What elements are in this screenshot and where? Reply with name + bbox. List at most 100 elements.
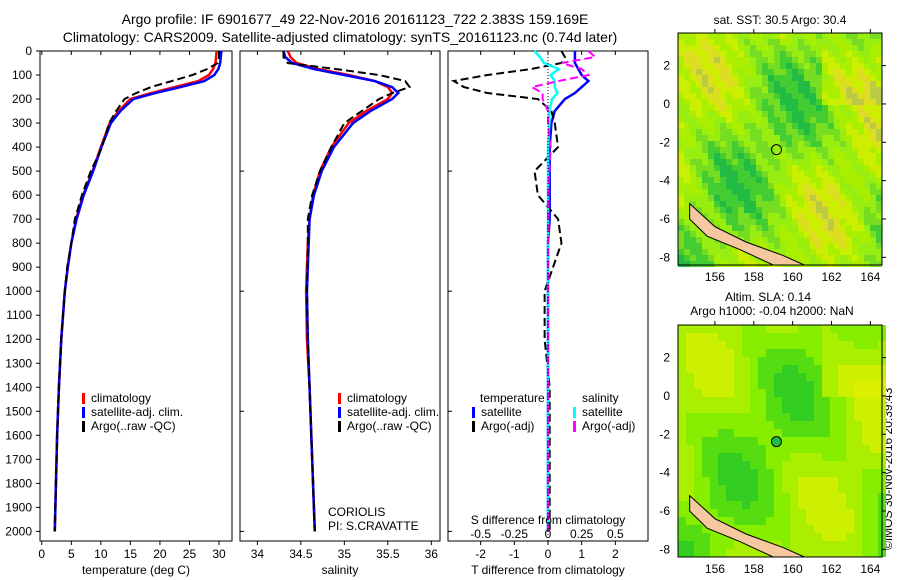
- map-cell: [834, 207, 840, 213]
- map-cell: [750, 325, 758, 333]
- map-cell: [678, 509, 686, 517]
- map-cell: [756, 51, 762, 57]
- map-cell: [734, 357, 742, 365]
- map-cell: [816, 33, 822, 39]
- map-cell: [870, 453, 878, 461]
- map-cell: [858, 105, 864, 111]
- map-cell: [758, 373, 766, 381]
- map-cell: [678, 541, 686, 549]
- map-cell: [852, 129, 858, 135]
- map-cell: [710, 373, 718, 381]
- map-cell: [828, 123, 834, 129]
- map-cell: [720, 201, 726, 207]
- map-cell: [862, 429, 870, 437]
- panel-sal: 34 34.5 35 35.5 36salinityclimatologysatelli…: [239, 50, 441, 577]
- map-cell: [702, 365, 710, 373]
- map-cell: [858, 261, 864, 267]
- map-cell: [792, 195, 798, 201]
- map-cell: [806, 509, 814, 517]
- map-cell: [732, 213, 738, 219]
- map-cell: [718, 365, 726, 373]
- map-cell: [790, 509, 798, 517]
- map-cell: [710, 445, 718, 453]
- map-cell: [742, 405, 750, 413]
- map-cell: [766, 461, 774, 469]
- map-cell: [732, 117, 738, 123]
- map-cell: [726, 517, 734, 525]
- map-cell: [798, 117, 804, 123]
- map-cell: [690, 153, 696, 159]
- map-cell: [846, 87, 852, 93]
- map-cell: [814, 397, 822, 405]
- map-cell: [768, 39, 774, 45]
- map-cell: [702, 261, 708, 267]
- map-cell: [774, 105, 780, 111]
- map-cell: [738, 135, 744, 141]
- map-cell: [710, 389, 718, 397]
- map-cell: [790, 533, 798, 541]
- map-cell: [762, 201, 768, 207]
- map-cell: [750, 517, 758, 525]
- map-cell: [864, 111, 870, 117]
- map-cell: [838, 541, 846, 549]
- map-cell: [834, 57, 840, 63]
- map-cell: [862, 421, 870, 429]
- map-cell: [766, 357, 774, 365]
- map-cell: [678, 171, 684, 177]
- map-cell: [828, 81, 834, 87]
- map-cell: [798, 135, 804, 141]
- map-cell: [702, 533, 710, 541]
- map-cell: [708, 189, 714, 195]
- map-cell: [822, 51, 828, 57]
- map-cell: [678, 397, 686, 405]
- map-cell: [792, 111, 798, 117]
- map-cell: [756, 225, 762, 231]
- map-cell: [732, 225, 738, 231]
- map-cell: [702, 325, 710, 333]
- map-cell: [678, 147, 684, 153]
- map-cell: [854, 541, 862, 549]
- map-cell: [806, 445, 814, 453]
- map-cell: [766, 373, 774, 381]
- map-cell: [862, 525, 870, 533]
- map-cell: [862, 469, 870, 477]
- x-tick-label: 0: [545, 547, 552, 561]
- map-cell: [742, 429, 750, 437]
- map-cell: [774, 141, 780, 147]
- map-cell: [744, 219, 750, 225]
- map-cell: [702, 57, 708, 63]
- map-cell: [830, 373, 838, 381]
- map-cell: [822, 237, 828, 243]
- map-cell: [744, 99, 750, 105]
- map-cell: [870, 349, 878, 357]
- map-cell: [852, 135, 858, 141]
- map-cell: [734, 373, 742, 381]
- map-cell: [774, 453, 782, 461]
- map-cell: [840, 111, 846, 117]
- map-cell: [876, 111, 882, 117]
- map-cell: [694, 445, 702, 453]
- map-cell: [838, 389, 846, 397]
- map-cell: [690, 165, 696, 171]
- map-cell: [696, 261, 702, 267]
- map-cell: [830, 437, 838, 445]
- map-cell: [696, 93, 702, 99]
- map-cell: [834, 141, 840, 147]
- map-cell: [822, 445, 830, 453]
- map-cell: [694, 549, 702, 557]
- map-cell: [744, 75, 750, 81]
- map-cell: [686, 357, 694, 365]
- map-cell: [792, 171, 798, 177]
- map-cell: [852, 117, 858, 123]
- map-cell: [780, 225, 786, 231]
- map-cell: [822, 421, 830, 429]
- map-cell: [744, 201, 750, 207]
- map-cell: [846, 135, 852, 141]
- map-cell: [708, 243, 714, 249]
- map-cell: [792, 81, 798, 87]
- map-cell: [804, 105, 810, 111]
- map-cell: [694, 397, 702, 405]
- map-cell: [838, 325, 846, 333]
- map-cell: [822, 549, 830, 557]
